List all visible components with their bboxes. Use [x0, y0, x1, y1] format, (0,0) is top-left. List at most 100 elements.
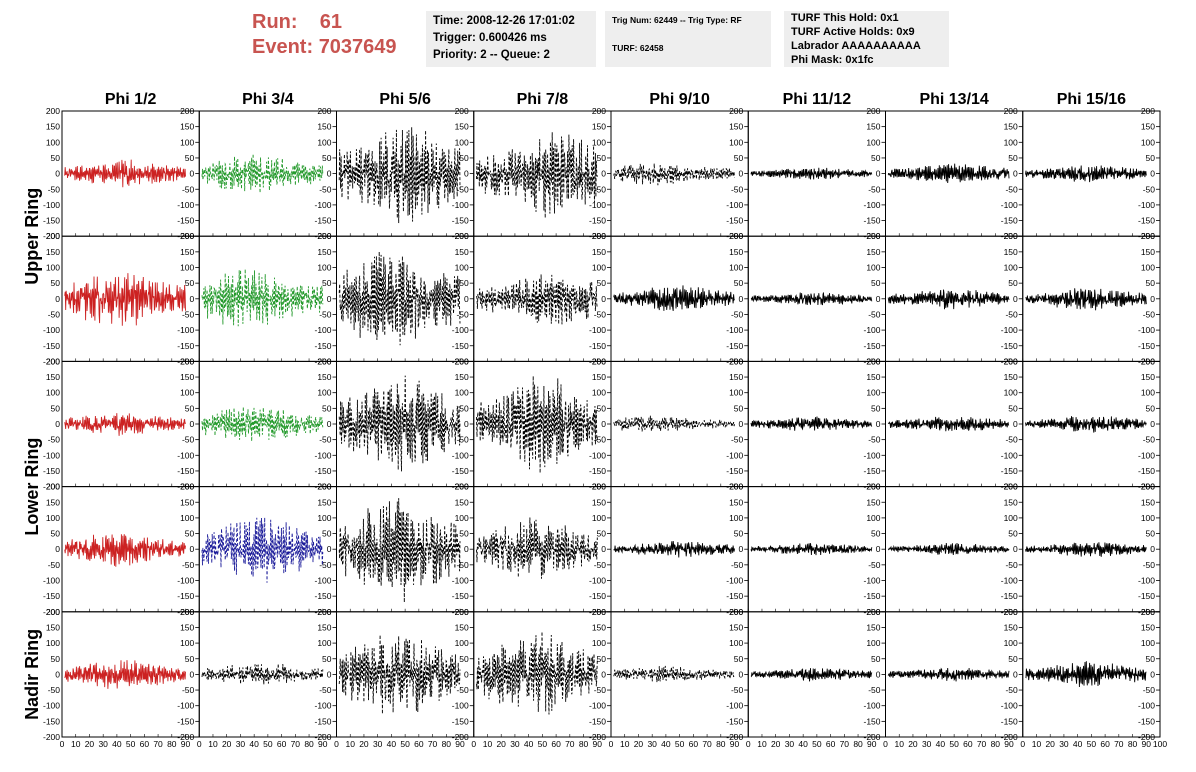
y-tick-label: 200	[1141, 356, 1155, 366]
y-tick-label-left: 150	[46, 122, 60, 132]
y-tick-label: 0	[739, 544, 744, 554]
y-tick-label: 100	[592, 263, 606, 273]
x-tick-label: 60	[551, 739, 561, 749]
y-tick-label: 150	[180, 497, 194, 507]
y-tick-label: 100	[1141, 263, 1155, 273]
ring-label: Upper Ring	[22, 188, 42, 285]
column-header: Phi 1/2	[105, 91, 157, 108]
x-tick-label: 70	[291, 739, 301, 749]
y-tick-label: 100	[1004, 263, 1018, 273]
y-tick-label: 50	[322, 654, 332, 664]
y-tick-label: -50	[456, 685, 469, 695]
y-tick-label: 150	[1141, 622, 1155, 632]
y-tick-label: 50	[1008, 153, 1018, 163]
y-tick-label: -150	[314, 216, 331, 226]
y-tick-label: -150	[589, 716, 606, 726]
y-tick-label-left: 0	[55, 294, 60, 304]
y-tick-label: -150	[863, 466, 880, 476]
phi-mask-text: Phi Mask: 0x1fc	[791, 54, 874, 66]
x-tick-label: 70	[428, 739, 438, 749]
y-tick-label: 50	[734, 403, 744, 413]
x-tick-label: 80	[716, 739, 726, 749]
y-tick-label-left: 50	[51, 153, 61, 163]
y-tick-label: -100	[1138, 325, 1155, 335]
y-tick-label-left: -150	[43, 591, 60, 601]
y-tick-label: -100	[177, 450, 194, 460]
y-tick-label: 50	[734, 278, 744, 288]
y-tick-label: 0	[1013, 169, 1018, 179]
y-tick-label: 150	[180, 247, 194, 257]
waveform-trace	[887, 163, 1010, 184]
y-tick-label: -50	[594, 184, 607, 194]
waveform-trace	[64, 273, 186, 326]
y-tick-label: 100	[592, 513, 606, 523]
y-tick-label: -50	[456, 309, 469, 319]
y-tick-label: 0	[327, 419, 332, 429]
column-header: Phi 13/14	[919, 91, 988, 108]
y-tick-label: -50	[319, 560, 332, 570]
column-header: Phi 11/12	[783, 91, 852, 108]
y-tick-label: -150	[1138, 716, 1155, 726]
y-tick-label-left: 200	[46, 482, 60, 492]
waveform-trace	[613, 285, 735, 311]
event-label: Event:	[252, 36, 314, 58]
y-tick-label: 150	[592, 497, 606, 507]
y-tick-label: -100	[863, 200, 880, 210]
y-tick-label: -50	[319, 685, 332, 695]
y-tick-label: 100	[455, 137, 469, 147]
y-tick-label: 0	[190, 544, 195, 554]
y-tick-label: -50	[1005, 309, 1018, 319]
y-tick-label: -100	[452, 450, 469, 460]
y-tick-label: 200	[866, 106, 880, 116]
waveform-trace	[338, 498, 461, 603]
y-tick-label: 50	[459, 153, 469, 163]
y-tick-label: 50	[185, 278, 195, 288]
y-tick-label: 100	[1004, 638, 1018, 648]
y-tick-label: 100	[866, 513, 880, 523]
y-tick-label-left: -150	[43, 341, 60, 351]
y-tick-label: 100	[1004, 513, 1018, 523]
waveform-trace	[613, 415, 735, 432]
y-tick-label: 100	[1141, 513, 1155, 523]
y-tick-label: -150	[1138, 341, 1155, 351]
y-tick-label: 150	[455, 372, 469, 382]
y-tick-label: -100	[863, 576, 880, 586]
x-tick-label: 70	[1114, 739, 1124, 749]
y-tick-label: 150	[592, 247, 606, 257]
y-tick-label: 200	[1141, 106, 1155, 116]
x-tick-label: 50	[1087, 739, 1097, 749]
y-tick-label: 150	[317, 497, 331, 507]
y-tick-label: 150	[1141, 497, 1155, 507]
y-tick-label: -150	[1001, 216, 1018, 226]
y-tick-label: -150	[1138, 466, 1155, 476]
y-tick-label: -150	[1138, 216, 1155, 226]
y-tick-label: 0	[739, 419, 744, 429]
x-tick-label: 90	[1142, 739, 1152, 749]
waveform-trace	[64, 159, 186, 188]
y-tick-label: 200	[592, 482, 606, 492]
y-tick-label: 50	[1146, 654, 1156, 664]
y-tick-label: -50	[868, 184, 881, 194]
y-tick-label: 50	[734, 529, 744, 539]
y-tick-label: 0	[1013, 294, 1018, 304]
y-tick-label-left: -50	[48, 560, 61, 570]
y-tick-label-left: -150	[43, 716, 60, 726]
y-tick-label: 50	[185, 153, 195, 163]
x-tick-label: 0	[334, 739, 339, 749]
y-tick-label: -100	[1138, 576, 1155, 586]
y-tick-label-left: 150	[46, 247, 60, 257]
y-tick-label: -100	[1001, 576, 1018, 586]
y-tick-label: 200	[455, 231, 469, 241]
y-tick-label: -150	[863, 216, 880, 226]
y-tick-label: -100	[726, 450, 743, 460]
y-tick-label: 150	[729, 372, 743, 382]
